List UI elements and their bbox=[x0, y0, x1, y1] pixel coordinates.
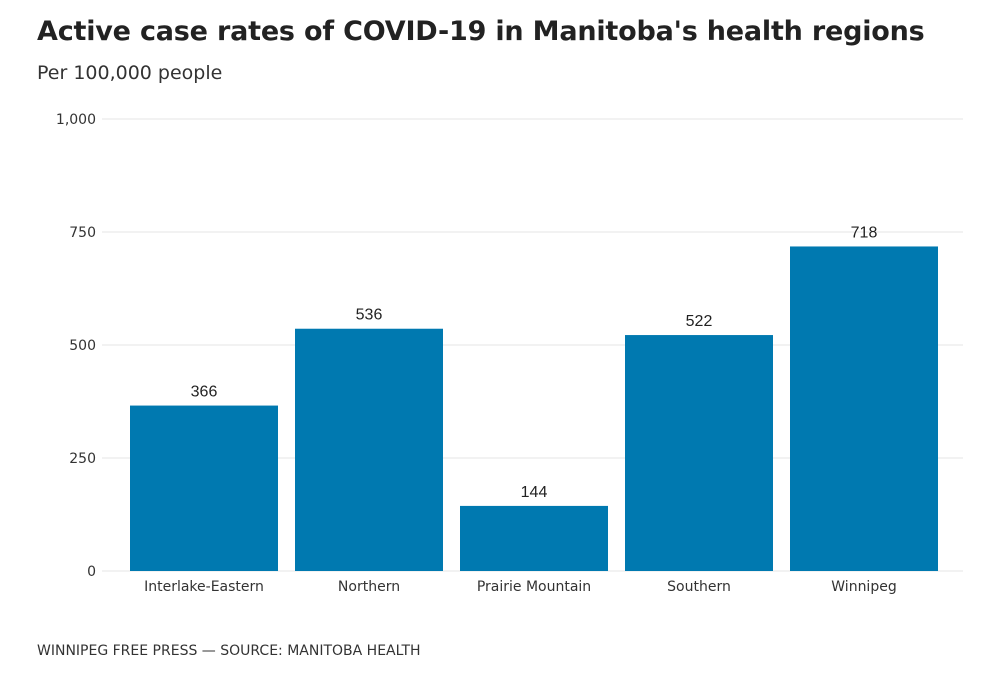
y-tick-label: 1,000 bbox=[56, 112, 96, 128]
data-label: 536 bbox=[356, 307, 383, 324]
chart-subtitle: Per 100,000 people bbox=[37, 62, 223, 84]
bars bbox=[130, 246, 938, 572]
x-axis-ticks: Interlake-Eastern Northern Prairie Mountai… bbox=[144, 579, 897, 595]
x-tick-label: Southern bbox=[667, 579, 731, 595]
bar bbox=[130, 405, 278, 571]
data-label: 522 bbox=[686, 313, 713, 330]
data-labels: 366 536 144 522 718 bbox=[191, 224, 878, 500]
bar bbox=[625, 335, 773, 571]
data-label: 718 bbox=[851, 224, 878, 241]
chart-title: Active case rates of COVID-19 in Manitob… bbox=[37, 16, 925, 47]
source-credit: WINNIPEG FREE PRESS — SOURCE: MANITOBA H… bbox=[37, 643, 421, 659]
y-tick-label: 0 bbox=[87, 564, 96, 580]
y-tick-label: 500 bbox=[69, 338, 96, 354]
x-tick-label: Interlake-Eastern bbox=[144, 579, 264, 595]
x-tick-label: Northern bbox=[338, 579, 400, 595]
y-tick-label: 750 bbox=[69, 225, 96, 241]
bar bbox=[295, 328, 443, 571]
y-tick-label: 250 bbox=[69, 451, 96, 467]
bar bbox=[460, 505, 608, 571]
x-tick-label: Winnipeg bbox=[831, 579, 896, 595]
data-label: 144 bbox=[521, 484, 548, 501]
x-tick-label: Prairie Mountain bbox=[477, 579, 591, 595]
data-label: 366 bbox=[191, 384, 218, 401]
bar bbox=[790, 246, 938, 572]
y-axis-ticks: 0 250 500 750 1,000 bbox=[56, 112, 96, 580]
